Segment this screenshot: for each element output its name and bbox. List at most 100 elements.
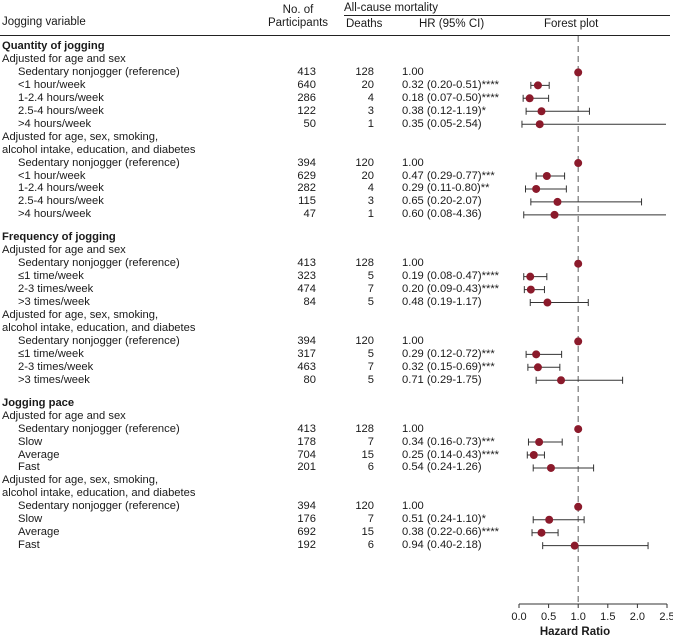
x-tick-label: 2.0: [630, 611, 645, 623]
header-participants-line1: No. of: [282, 4, 314, 16]
row-hr-ci: 0.47 (0.29-0.77)***: [402, 169, 495, 182]
row-deaths: 128: [355, 65, 374, 78]
hr-point: [570, 541, 579, 550]
hr-point: [537, 528, 546, 537]
hr-point: [574, 68, 583, 77]
row-hr-ci: 1.00: [402, 257, 424, 270]
row-hr-ci: 0.32 (0.15-0.69)***: [402, 360, 495, 373]
row-label: >3 times/week: [18, 373, 90, 386]
hr-point: [537, 107, 546, 116]
row-hr-ci: 0.19 (0.08-0.47)****: [402, 270, 500, 283]
hr-point: [526, 272, 535, 281]
row-participants: 394: [297, 334, 316, 347]
x-axis-label: Hazard Ratio: [539, 626, 611, 638]
subgroup-header: Adjusted for age and sex: [2, 244, 126, 257]
row-deaths: 3: [367, 195, 374, 208]
row-deaths: 1: [367, 117, 374, 130]
subgroup-header: alcohol intake, education, and diabetes: [2, 321, 196, 334]
hr-point: [535, 120, 544, 129]
row-label: Sedentary nonjogger (reference): [18, 65, 180, 78]
hr-point: [543, 298, 552, 307]
row-participants: 50: [303, 117, 316, 130]
row-participants: 192: [297, 539, 316, 552]
row-label: Fast: [18, 461, 40, 474]
row-deaths: 6: [367, 539, 374, 552]
row-participants: 286: [297, 91, 316, 104]
x-tick-label: 0.5: [541, 611, 556, 623]
row-label: ≤1 time/week: [18, 347, 84, 360]
row-label: Sedentary nonjogger (reference): [18, 334, 180, 347]
header-participants-line2: Participants: [267, 17, 329, 29]
hr-point: [525, 94, 534, 103]
row-deaths: 5: [367, 373, 374, 386]
row-hr-ci: 0.34 (0.16-0.73)***: [402, 435, 495, 448]
row-deaths: 1: [367, 208, 374, 221]
row-participants: 629: [297, 169, 316, 182]
row-deaths: 128: [355, 257, 374, 270]
hr-point: [546, 463, 555, 472]
row-label: Fast: [18, 539, 40, 552]
row-deaths: 3: [367, 104, 374, 117]
row-participants: 413: [297, 422, 316, 435]
row-hr-ci: 0.60 (0.08-4.36): [402, 208, 482, 221]
row-hr-ci: 0.38 (0.12-1.19)*: [402, 104, 486, 117]
row-participants: 47: [303, 208, 316, 221]
row-label: >4 hours/week: [18, 117, 92, 130]
hr-point: [574, 337, 583, 346]
row-hr-ci: 0.20 (0.09-0.43)****: [402, 283, 500, 296]
row-hr-ci: 0.18 (0.07-0.50)****: [402, 91, 500, 104]
hr-point: [574, 425, 583, 434]
hr-point: [533, 363, 542, 372]
row-participants: 704: [297, 448, 316, 461]
hr-point: [557, 376, 566, 385]
row-hr-ci: 1.00: [402, 65, 424, 78]
row-deaths: 6: [367, 461, 374, 474]
row-participants: 122: [297, 104, 316, 117]
row-deaths: 20: [361, 78, 374, 91]
header-group-rule: [344, 15, 670, 16]
row-deaths: 7: [367, 513, 374, 526]
hr-point: [574, 159, 583, 168]
row-label: Average: [18, 526, 60, 539]
subgroup-header: Adjusted for age, sex, smoking,: [2, 474, 159, 487]
row-deaths: 4: [367, 182, 374, 195]
subgroup-header: alcohol intake, education, and diabetes: [2, 487, 196, 500]
row-participants: 413: [297, 65, 316, 78]
row-label: Sedentary nonjogger (reference): [18, 156, 180, 169]
row-deaths: 4: [367, 91, 374, 104]
row-label: 1-2.4 hours/week: [18, 91, 104, 104]
row-hr-ci: 0.54 (0.24-1.26): [402, 461, 482, 474]
row-label: Sedentary nonjogger (reference): [18, 500, 180, 513]
subgroup-header: Adjusted for age and sex: [2, 409, 126, 422]
hr-point: [533, 81, 542, 90]
hr-point: [529, 451, 538, 459]
row-participants: 80: [303, 373, 316, 386]
row-deaths: 15: [361, 448, 374, 461]
row-label: Slow: [18, 513, 43, 526]
hr-point: [574, 502, 583, 511]
row-label: Average: [18, 448, 60, 461]
hr-point: [532, 184, 541, 193]
row-hr-ci: 0.25 (0.14-0.43)****: [402, 448, 500, 461]
row-participants: 640: [297, 78, 316, 91]
x-tick-label: 0.0: [511, 611, 526, 623]
hr-point: [550, 210, 559, 219]
row-deaths: 5: [367, 296, 374, 309]
row-hr-ci: 0.29 (0.11-0.80)**: [402, 182, 490, 195]
row-participants: 394: [297, 156, 316, 169]
row-hr-ci: 0.35 (0.05-2.54): [402, 117, 482, 130]
hr-point: [532, 350, 541, 359]
row-label: 2-3 times/week: [18, 360, 94, 373]
hr-point: [574, 259, 583, 268]
row-label: <1 hour/week: [18, 78, 86, 91]
subgroup-header: Adjusted for age, sex, smoking,: [2, 130, 159, 143]
row-deaths: 120: [355, 500, 374, 513]
row-deaths: 7: [367, 360, 374, 373]
row-hr-ci: 0.48 (0.19-1.17): [402, 296, 482, 309]
row-hr-ci: 0.65 (0.20-2.07): [402, 195, 482, 208]
row-hr-ci: 0.71 (0.29-1.75): [402, 373, 482, 386]
row-participants: 413: [297, 257, 316, 270]
row-participants: 692: [297, 526, 316, 539]
